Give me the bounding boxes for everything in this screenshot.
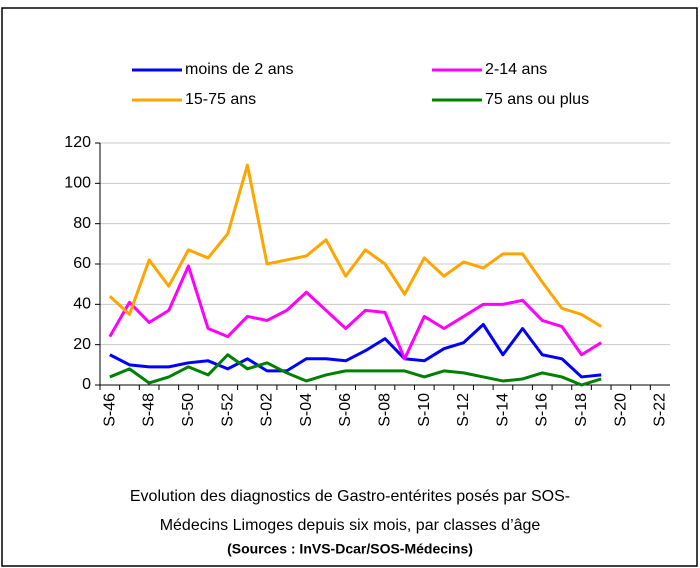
x-tick-label: S-14 [494,393,511,427]
x-tick-label: S-20 [612,393,629,427]
y-tick-label: 40 [73,296,91,313]
legend-label: 75 ans ou plus [485,91,589,108]
x-tick-label: S-12 [455,393,472,427]
y-tick-label: 0 [82,376,91,393]
y-tick-label: 120 [64,134,91,151]
x-tick-label: S-48 [141,393,158,427]
caption-line: Evolution des diagnostics de Gastro-enté… [130,488,570,505]
x-tick-label: S-16 [534,393,551,427]
x-tick-label: S-52 [219,393,236,427]
series-line [108,264,602,361]
series-line [109,323,602,379]
x-tick-label: S-02 [259,393,276,427]
y-tick-label: 80 [73,215,91,232]
y-tick-label: 60 [73,255,91,272]
x-tick-label: S-04 [298,393,315,427]
source: (Sources : InVS-Dcar/SOS-Médecins) [227,541,473,557]
x-tick-label: S-06 [337,393,354,427]
caption-line: Médecins Limoges depuis six mois, par cl… [160,517,541,534]
legend-label: 15-75 ans [185,91,256,108]
y-tick-label: 20 [73,336,91,353]
legend-label: moins de 2 ans [185,61,294,78]
x-tick-label: S-46 [101,393,118,427]
frame [1,7,698,567]
series-line [108,163,602,328]
x-tick-label: S-22 [652,393,669,427]
legend-label: 2-14 ans [485,61,547,78]
x-tick-label: S-50 [180,393,197,427]
y-tick-label: 100 [64,175,91,192]
x-tick-label: S-18 [573,393,590,427]
x-tick-label: S-08 [377,393,394,427]
x-tick-label: S-10 [416,393,433,427]
series-line [109,353,602,387]
